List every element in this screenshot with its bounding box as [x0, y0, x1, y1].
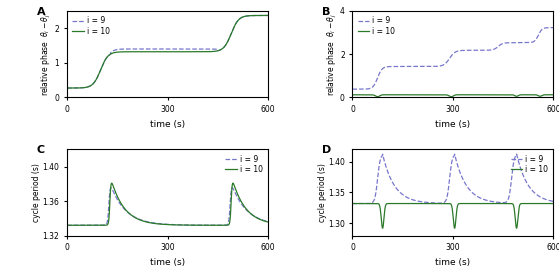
Legend: i = 9, i = 10: i = 9, i = 10	[224, 153, 264, 176]
Line: i = 9: i = 9	[352, 154, 553, 204]
i = 9	[64, 224, 70, 227]
i = 10	[149, 222, 156, 225]
i = 10	[349, 93, 356, 96]
i = 10	[550, 93, 557, 96]
Text: A: A	[37, 7, 46, 17]
i = 9	[149, 47, 156, 51]
Text: D: D	[323, 145, 331, 155]
Line: i = 9: i = 9	[67, 15, 268, 88]
Line: i = 9: i = 9	[352, 28, 553, 89]
i = 9	[239, 204, 246, 207]
i = 10	[372, 202, 378, 205]
Y-axis label: relative phase  $\theta_i - \theta_j$: relative phase $\theta_i - \theta_j$	[325, 13, 339, 96]
i = 10	[260, 14, 267, 17]
i = 9	[87, 84, 93, 88]
i = 10	[149, 50, 156, 53]
i = 10	[141, 50, 148, 53]
i = 9	[141, 47, 148, 51]
i = 10	[435, 202, 442, 205]
i = 10	[349, 202, 356, 205]
i = 10	[87, 224, 93, 227]
Line: i = 9: i = 9	[67, 188, 268, 225]
X-axis label: time (s): time (s)	[150, 258, 185, 267]
i = 10	[372, 94, 378, 98]
i = 10	[426, 93, 433, 96]
i = 9	[261, 219, 268, 222]
i = 10	[265, 14, 272, 17]
Y-axis label: cycle period (s): cycle period (s)	[318, 163, 326, 222]
i = 9	[384, 65, 391, 68]
i = 9	[426, 65, 433, 68]
i = 9	[98, 65, 105, 68]
i = 10	[550, 202, 557, 205]
i = 9	[426, 201, 433, 204]
i = 9	[550, 200, 557, 203]
i = 9	[349, 87, 356, 91]
i = 10	[265, 220, 272, 224]
i = 9	[141, 219, 148, 222]
i = 9	[239, 16, 246, 19]
X-axis label: time (s): time (s)	[435, 258, 471, 267]
i = 10	[524, 93, 531, 96]
i = 10	[374, 95, 381, 98]
Line: i = 10: i = 10	[67, 15, 268, 88]
i = 10	[384, 202, 391, 205]
i = 10	[239, 202, 246, 206]
i = 10	[546, 93, 553, 96]
i = 10	[546, 202, 553, 205]
Text: C: C	[37, 145, 45, 155]
i = 9	[87, 224, 93, 227]
i = 10	[98, 65, 105, 68]
i = 10	[379, 227, 386, 230]
i = 9	[265, 220, 272, 223]
i = 10	[435, 93, 442, 96]
Y-axis label: relative phase  $\theta_i - \theta_j$: relative phase $\theta_i - \theta_j$	[40, 13, 53, 96]
i = 10	[261, 219, 268, 223]
i = 10	[141, 220, 148, 223]
i = 10	[64, 224, 70, 227]
i = 9	[524, 41, 531, 44]
i = 9	[513, 153, 520, 156]
i = 10	[230, 181, 236, 185]
i = 9	[435, 65, 442, 68]
i = 10	[87, 84, 93, 88]
Text: B: B	[323, 7, 331, 17]
i = 9	[149, 221, 156, 224]
i = 9	[550, 26, 557, 29]
i = 9	[265, 14, 272, 17]
i = 9	[260, 14, 267, 17]
i = 10	[98, 224, 105, 227]
i = 9	[384, 169, 391, 172]
Line: i = 10: i = 10	[352, 95, 553, 97]
Y-axis label: cycle period (s): cycle period (s)	[32, 163, 41, 222]
Legend: i = 9, i = 10: i = 9, i = 10	[356, 15, 397, 37]
Line: i = 10: i = 10	[352, 204, 553, 228]
i = 10	[426, 202, 433, 205]
i = 9	[229, 186, 235, 189]
i = 10	[384, 93, 391, 96]
i = 9	[64, 86, 70, 90]
i = 10	[239, 16, 246, 19]
Legend: i = 9, i = 10: i = 9, i = 10	[71, 15, 111, 37]
Legend: i = 9, i = 10: i = 9, i = 10	[509, 153, 549, 176]
i = 9	[435, 201, 442, 205]
i = 9	[349, 202, 356, 205]
X-axis label: time (s): time (s)	[150, 119, 185, 129]
i = 9	[372, 194, 378, 197]
i = 10	[524, 202, 531, 205]
i = 9	[524, 183, 531, 186]
i = 9	[98, 224, 105, 227]
i = 9	[546, 26, 553, 29]
i = 9	[546, 199, 553, 202]
i = 9	[372, 81, 378, 85]
X-axis label: time (s): time (s)	[435, 119, 471, 129]
i = 10	[64, 86, 70, 90]
Line: i = 10: i = 10	[67, 183, 268, 225]
